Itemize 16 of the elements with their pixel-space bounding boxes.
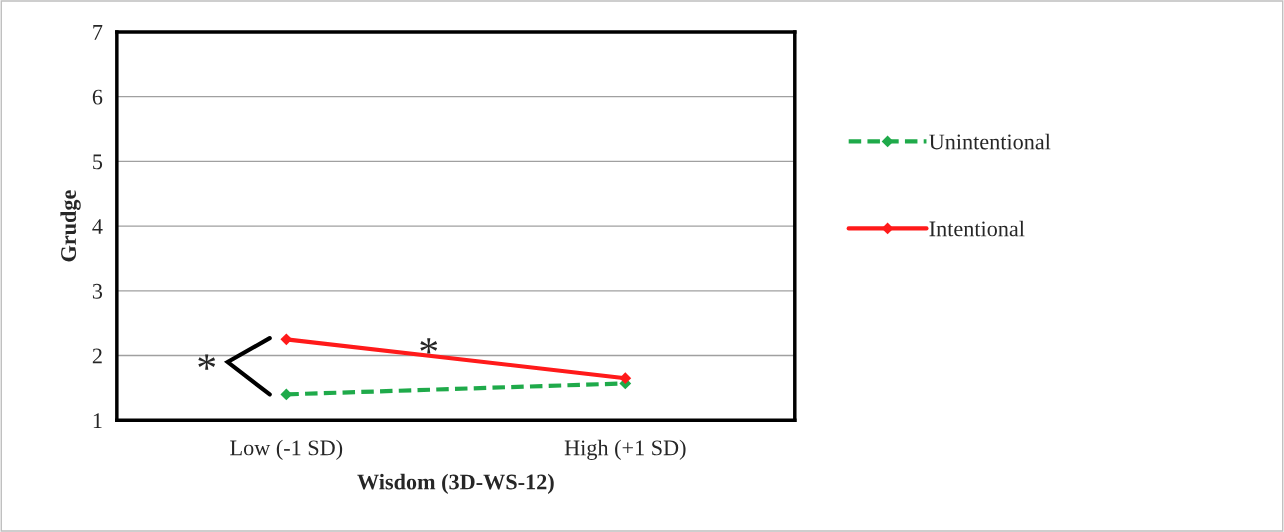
- y-tick-label: 2: [92, 348, 102, 364]
- annotation: *: [198, 354, 216, 370]
- legend-label: Intentional: [929, 220, 1025, 237]
- y-tick-label: 7: [93, 25, 103, 40]
- x-tick-label: Low (-1 SD): [230, 439, 343, 460]
- y-tick-label: 5: [93, 154, 103, 170]
- y-tick-label: 3: [92, 283, 103, 299]
- x-axis-title: Wisdom (3D-WS-12): [357, 473, 554, 494]
- point: [619, 372, 632, 385]
- y-tick-label: 6: [92, 89, 103, 105]
- y-tick-label: 4: [92, 219, 103, 234]
- y-axis-title: Grudge: [60, 190, 81, 262]
- x-tick-label: High (+1 SD): [564, 439, 686, 460]
- legend-label: Unintentional: [929, 133, 1051, 150]
- annotation: *: [420, 338, 438, 354]
- y-tick-label: 1: [93, 413, 102, 428]
